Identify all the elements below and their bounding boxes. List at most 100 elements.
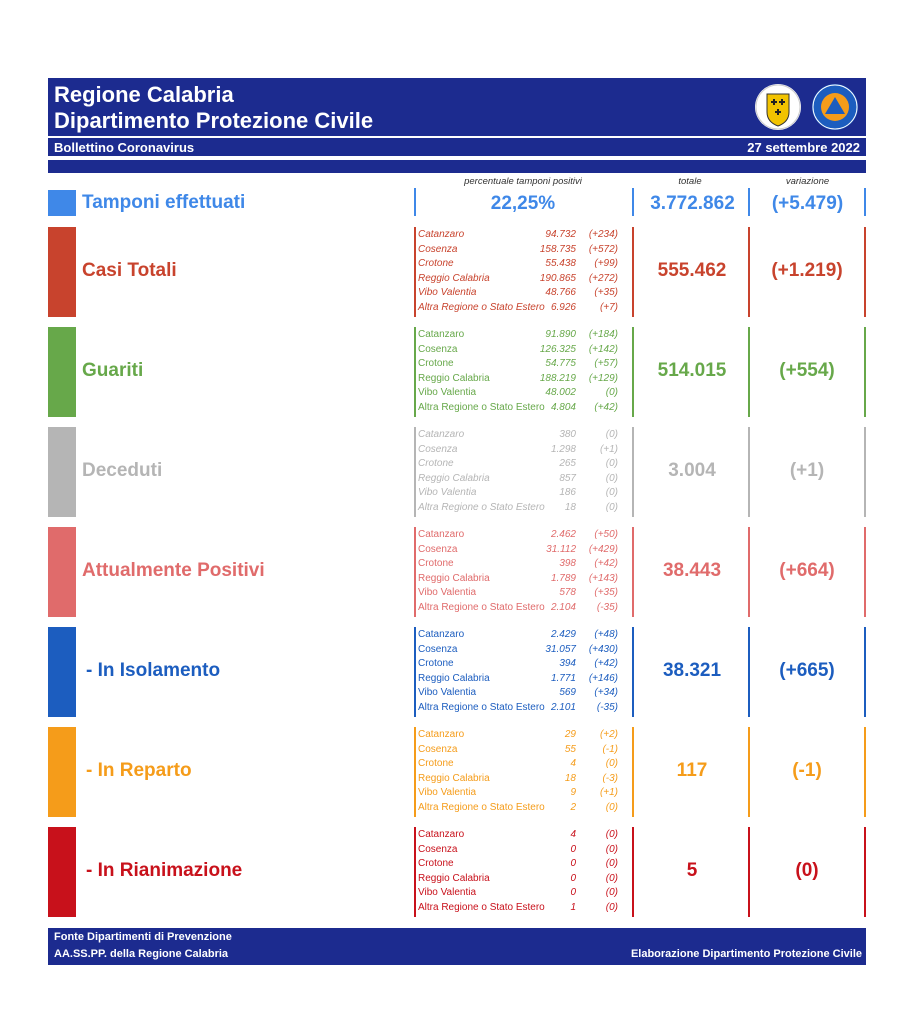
province-breakdown: Catanzaro 4 (0) Cosenza 0 (0) Crotone 0 (0) Reggi… xyxy=(418,828,628,916)
province-value: 2 xyxy=(570,801,576,813)
section-divider xyxy=(632,727,634,817)
province-row: Vibo Valentia 569 (+34) xyxy=(418,686,628,701)
section-divider xyxy=(414,427,416,517)
footer-banner: Fonte Dipartimenti di Prevenzione AA.SS.… xyxy=(48,928,866,965)
section-divider xyxy=(864,527,866,617)
province-value: 4 xyxy=(570,829,576,840)
province-row: Catanzaro 2.462 (+50) xyxy=(418,528,628,543)
province-row: Crotone 4 (0) xyxy=(418,757,628,772)
province-variation: (+1) xyxy=(599,787,618,799)
province-value: 94.732 xyxy=(545,229,576,240)
province-name: Altra Regione o Stato Estero xyxy=(418,301,545,313)
province-variation: (+99) xyxy=(594,258,618,270)
section-divider xyxy=(632,227,634,317)
province-variation: (-35) xyxy=(596,701,618,713)
province-variation: (0) xyxy=(605,801,618,813)
province-row: Crotone 398 (+42) xyxy=(418,557,628,572)
footer-credit: Elaborazione Dipartimento Protezione Civ… xyxy=(630,948,862,960)
province-name: Crotone xyxy=(418,458,454,470)
province-row: Crotone 265 (0) xyxy=(418,457,628,472)
province-variation: (+42) xyxy=(594,401,618,413)
section-total: 3.004 xyxy=(668,460,716,481)
province-name: Catanzaro xyxy=(418,229,465,240)
province-value: 0 xyxy=(570,843,576,855)
tamponi-total: 3.772.862 xyxy=(650,193,735,214)
province-name: Catanzaro xyxy=(418,529,465,540)
province-row: Cosenza 55 (-1) xyxy=(418,743,628,758)
province-row: Reggio Calabria 190.865 (+272) xyxy=(418,272,628,287)
province-name: Altra Regione o Stato Estero xyxy=(418,701,545,713)
province-name: Crotone xyxy=(418,858,454,870)
province-row: Altra Regione o Stato Estero 2.101 (-35) xyxy=(418,701,628,716)
civil-protection-logo-icon xyxy=(812,84,858,130)
section-divider xyxy=(864,327,866,417)
province-value: 91.890 xyxy=(545,329,576,340)
province-row: Cosenza 0 (0) xyxy=(418,843,628,858)
section-divider xyxy=(864,727,866,817)
section-divider xyxy=(748,627,750,717)
province-value: 126.325 xyxy=(539,343,576,355)
province-row: Altra Regione o Stato Estero 4.804 (+42) xyxy=(418,401,628,416)
province-variation: (+35) xyxy=(594,287,618,299)
province-value: 1 xyxy=(570,901,576,913)
province-row: Vibo Valentia 48.002 (0) xyxy=(418,386,628,401)
section-divider xyxy=(748,427,750,517)
section-divider xyxy=(864,427,866,517)
province-variation: (+42) xyxy=(594,558,618,570)
section-label: - In Rianimazione xyxy=(86,860,243,881)
province-name: Vibo Valentia xyxy=(418,887,477,899)
province-row: Vibo Valentia 0 (0) xyxy=(418,886,628,901)
province-value: 2.462 xyxy=(550,529,576,540)
province-variation: (+146) xyxy=(588,672,618,684)
province-value: 4.804 xyxy=(550,401,576,413)
province-value: 398 xyxy=(559,558,576,570)
section-divider xyxy=(864,227,866,317)
province-row: Cosenza 1.298 (+1) xyxy=(418,443,628,458)
province-variation: (+42) xyxy=(594,658,618,670)
province-row: Altra Regione o Stato Estero 2 (0) xyxy=(418,801,628,816)
province-row: Crotone 55.438 (+99) xyxy=(418,257,628,272)
section-label: Deceduti xyxy=(82,460,163,481)
province-row: Crotone 54.775 (+57) xyxy=(418,357,628,372)
section-divider xyxy=(414,727,416,817)
section-label: - In Isolamento xyxy=(86,660,221,681)
province-value: 29 xyxy=(564,729,576,740)
total-column-header: totale xyxy=(678,176,702,187)
province-name: Crotone xyxy=(418,658,454,670)
province-row: Catanzaro 2.429 (+48) xyxy=(418,628,628,643)
section-swatch xyxy=(48,227,76,317)
province-variation: (+7) xyxy=(599,301,618,313)
section-swatch xyxy=(48,427,76,517)
province-breakdown: Catanzaro 2.462 (+50) Cosenza 31.112 (+429) Cr… xyxy=(418,528,628,616)
province-variation: (0) xyxy=(605,472,618,484)
section-divider xyxy=(632,427,634,517)
province-name: Altra Regione o Stato Estero xyxy=(418,601,545,613)
section-swatch xyxy=(48,727,76,817)
section-variation: (+664) xyxy=(779,560,835,581)
province-row: Crotone 394 (+42) xyxy=(418,657,628,672)
province-name: Reggio Calabria xyxy=(418,872,490,884)
province-row: Altra Regione o Stato Estero 2.104 (-35) xyxy=(418,601,628,616)
province-variation: (0) xyxy=(605,901,618,913)
province-value: 4 xyxy=(570,758,576,770)
tamponi-divider xyxy=(632,188,634,216)
province-name: Vibo Valentia xyxy=(418,787,477,799)
region-title: Regione Calabria xyxy=(54,82,234,107)
province-row: Vibo Valentia 9 (+1) xyxy=(418,786,628,801)
province-row: Crotone 0 (0) xyxy=(418,857,628,872)
province-value: 158.735 xyxy=(539,243,576,255)
province-value: 55.438 xyxy=(545,258,576,270)
province-name: Catanzaro xyxy=(418,329,465,340)
province-value: 2.429 xyxy=(550,629,576,640)
province-variation: (+572) xyxy=(588,243,618,255)
province-value: 55 xyxy=(564,743,576,755)
section-divider xyxy=(414,227,416,317)
province-name: Vibo Valentia xyxy=(418,487,477,499)
region-coat-of-arms-icon xyxy=(755,84,801,130)
province-variation: (-35) xyxy=(596,601,618,613)
province-name: Catanzaro xyxy=(418,729,465,740)
province-variation: (0) xyxy=(605,872,618,884)
province-value: 1.771 xyxy=(550,672,576,684)
province-breakdown: Catanzaro 29 (+2) Cosenza 55 (-1) Crotone 4 (0) R… xyxy=(418,728,628,816)
province-row: Cosenza 158.735 (+572) xyxy=(418,243,628,258)
